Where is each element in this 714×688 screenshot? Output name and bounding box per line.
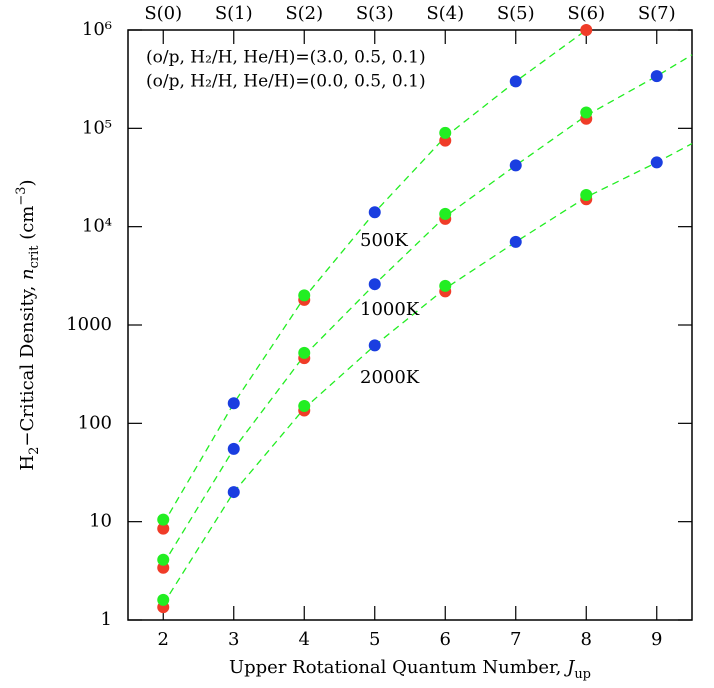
plot-frame — [127, 29, 693, 621]
top-tick-label: S(7) — [638, 3, 676, 24]
x-tick-label: 2 — [158, 629, 169, 650]
data-point — [580, 24, 593, 36]
y-tick-label: 10⁵ — [82, 117, 112, 138]
x-tick-label: 6 — [440, 629, 451, 650]
data-point — [368, 206, 381, 219]
x-tick-label: 5 — [369, 629, 380, 650]
top-tick-label: S(2) — [285, 3, 323, 24]
y-label-text: H — [17, 455, 38, 471]
fit-curve — [162, 29, 587, 525]
top-tick-label: S(0) — [144, 3, 182, 24]
data-point — [439, 279, 452, 292]
data-point — [157, 513, 170, 526]
top-tick-label: S(3) — [356, 3, 394, 24]
data-point — [650, 70, 663, 83]
y-label-var: n — [17, 268, 38, 280]
y-label-text: −Critical Density, — [17, 280, 38, 447]
x-tick-label: 4 — [299, 629, 310, 650]
data-point — [439, 126, 452, 139]
fit-curve — [162, 143, 693, 605]
data-point — [157, 593, 170, 606]
data-point — [509, 235, 522, 248]
data-point — [298, 346, 311, 359]
x-tick-label: 7 — [510, 629, 521, 650]
data-point — [298, 400, 311, 413]
y-tick-label: 10⁶ — [82, 19, 112, 40]
y-tick-label: 1000 — [66, 314, 112, 335]
data-point — [509, 159, 522, 172]
y-label-text: ) — [17, 179, 38, 186]
top-tick-label: S(6) — [567, 3, 605, 24]
data-point — [650, 156, 663, 169]
data-point — [157, 522, 170, 535]
x-axis-label: Upper Rotational Quantum Number, Jup — [229, 657, 591, 682]
x-tick-label: 8 — [581, 629, 592, 650]
data-point — [157, 553, 170, 566]
x-label-text: Upper Rotational Quantum Number, — [229, 657, 567, 678]
y-tick-label: 100 — [78, 412, 112, 433]
y-label-sub: 2 — [27, 447, 42, 455]
top-tick-label: S(1) — [215, 3, 253, 24]
data-point — [368, 339, 381, 352]
x-label-var: J — [563, 657, 576, 678]
y-label-sup: −3 — [14, 186, 29, 205]
data-point — [298, 289, 311, 302]
y-label-sub: crit — [27, 245, 42, 269]
top-tick-label: S(4) — [426, 3, 464, 24]
data-point — [580, 188, 593, 201]
data-point — [227, 397, 240, 410]
temperature-label: 1000K — [360, 299, 420, 320]
temperature-label: 2000K — [360, 367, 420, 388]
fit-curve — [162, 54, 693, 565]
y-tick-label: 10⁴ — [82, 216, 112, 237]
y-label-text: (cm — [17, 206, 38, 246]
x-tick-label: 3 — [228, 629, 239, 650]
x-label-sub: up — [574, 667, 591, 682]
y-tick-label: 10 — [89, 511, 112, 532]
data-point — [509, 75, 522, 88]
temperature-label: 500K — [360, 230, 408, 251]
legend-text: (o/p, H₂/H, He/H)=(0.0, 0.5, 0.1) — [146, 72, 426, 92]
y-tick-label: 1 — [101, 609, 112, 630]
data-point — [439, 207, 452, 220]
y-axis-label: H2−Critical Density, ncrit (cm−3) — [14, 179, 42, 470]
data-point — [227, 486, 240, 499]
data-point — [580, 106, 593, 119]
x-tick-label: 9 — [651, 629, 662, 650]
top-tick-label: S(5) — [497, 3, 535, 24]
legend-text: (o/p, H₂/H, He/H)=(3.0, 0.5, 0.1) — [146, 48, 426, 68]
data-point — [368, 278, 381, 291]
data-point — [227, 442, 240, 455]
